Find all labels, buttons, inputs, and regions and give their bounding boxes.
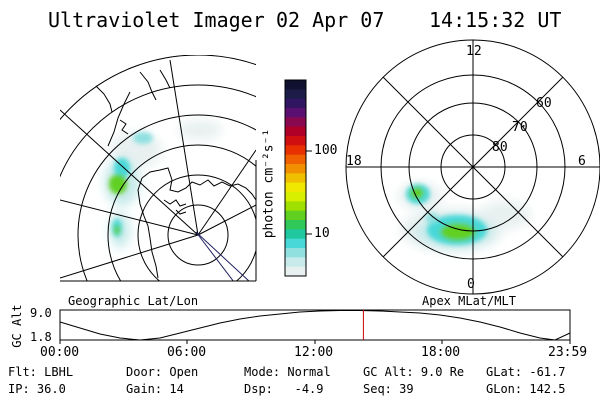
colorbar-segment [285,89,306,100]
instrument-title: Ultraviolet Imager [48,8,265,32]
ip-info: IP: 36.0 [8,382,66,396]
glon-value: 142.5 [529,382,566,396]
colorbar-segment [285,98,306,109]
gcalt-value: 9.0 Re [420,365,465,379]
filter-label: Flt: [8,365,37,379]
altitude-curve [59,310,571,341]
mlt-label-bottom: 0 [467,277,475,292]
glat-label: GLat: [486,365,523,379]
glat-value: -61.7 [529,365,566,379]
colorbar-frame [284,79,307,277]
geographic-map [60,55,256,281]
gcalt-info: GC Alt: 9.0 Re [363,365,464,379]
gcalt-label: GC Alt: [363,365,414,379]
colorbar-segment [285,173,306,184]
altitude-xtick-1800: 18:00 [421,345,461,360]
altitude-ytick-top: 9.0 [30,306,52,320]
colorbar-segment [285,210,306,221]
coastline [95,69,256,279]
ip-value: 36.0 [36,382,66,396]
mlt-label-left: 18 [346,154,362,169]
colorbar-segment [285,154,306,165]
colorbar-unit-label: photon cm⁻²s⁻¹ [261,128,277,239]
seq-value: 39 [399,382,414,396]
gain-info: Gain: 14 [126,382,184,396]
colorbar-segment [285,229,306,240]
altitude-xtick-0600: 06:00 [167,345,207,360]
ip-label: IP: [8,382,30,396]
filter-info: Flt: LBHL [8,365,73,379]
polar-map [345,39,600,295]
altitude-ylabel: GC Alt [10,304,24,348]
mode-label: Mode: [244,365,281,379]
glon-info: GLon: 142.5 [486,382,565,396]
mlat-grid [345,39,600,295]
colorbar-segment [285,117,306,128]
mlt-label-top: 12 [466,44,482,59]
altitude-xtick-1200: 12:00 [294,345,334,360]
seq-label: Seq: [363,382,392,396]
colorbar [285,80,306,277]
colorbar-tick-10: 10 [314,226,330,241]
latlon-grid [60,55,256,281]
mlat-label-80: 80 [492,140,508,155]
seq-info: Seq: 39 [363,382,414,396]
colorbar-segment [285,192,306,202]
altitude-xtick-0000: 00:00 [40,345,80,360]
mlat-label-70: 70 [512,120,528,135]
glat-info: GLat: -61.7 [486,365,565,379]
left-map-label: Geographic Lat/Lon [68,294,199,308]
colorbar-segment [285,238,306,249]
dsp-info: Dsp: -4.9 [244,382,324,396]
gain-label: Gain: [126,382,163,396]
colorbar-segment [285,145,306,156]
door-info: Door: Open [126,365,198,379]
gain-value: 14 [169,382,184,396]
altitude-plot [59,309,571,344]
colorbar-segment [285,220,306,230]
colorbar-segment [285,126,306,137]
dsp-label: Dsp: [244,382,273,396]
colorbar-segment [285,136,306,146]
colorbar-segment [285,108,306,118]
right-map-label: Apex MLat/MLT [422,294,516,308]
glon-label: GLon: [486,382,523,396]
door-value: Open [169,365,199,379]
colorbar-segment [285,248,306,258]
observation-date: 02 Apr 07 [276,8,385,32]
altitude-xtick-2359: 23:59 [548,345,588,360]
door-label: Door: [126,365,163,379]
altitude-ytick-bottom: 1.8 [30,330,52,344]
colorbar-segment [285,164,306,174]
colorbar-segment [285,266,306,277]
colorbar-segment [285,80,306,90]
observation-time: 14:15:32 UT [429,8,562,32]
mlat-label-60: 60 [536,96,552,111]
colorbar-segment [285,201,306,212]
filter-value: LBHL [44,365,74,379]
dsp-value: -4.9 [294,382,324,396]
mlt-label-right: 6 [578,154,586,169]
colorbar-segment [285,257,306,268]
mode-value: Normal [287,365,331,379]
mode-info: Mode: Normal [244,365,331,379]
colorbar-segment [285,182,306,193]
right-aurora-core [406,184,487,245]
colorbar-tick-100: 100 [314,143,338,158]
